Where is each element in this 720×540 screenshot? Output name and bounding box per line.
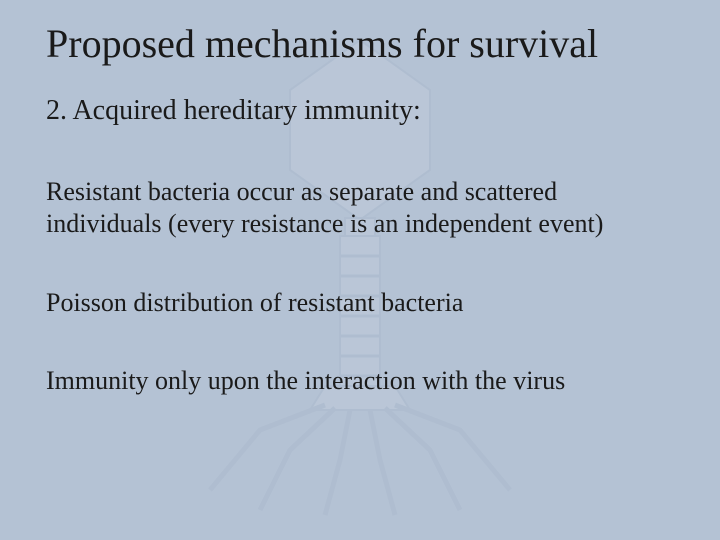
body-paragraph: Resistant bacteria occur as separate and… bbox=[46, 176, 674, 241]
body-paragraph: Immunity only upon the interaction with … bbox=[46, 365, 674, 398]
slide-content: Proposed mechanisms for survival 2. Acqu… bbox=[0, 0, 720, 398]
slide-title: Proposed mechanisms for survival bbox=[46, 22, 674, 66]
slide: Proposed mechanisms for survival 2. Acqu… bbox=[0, 0, 720, 540]
body-paragraph: Poisson distribution of resistant bacter… bbox=[46, 287, 674, 320]
slide-subtitle: 2. Acquired hereditary immunity: bbox=[46, 94, 674, 128]
